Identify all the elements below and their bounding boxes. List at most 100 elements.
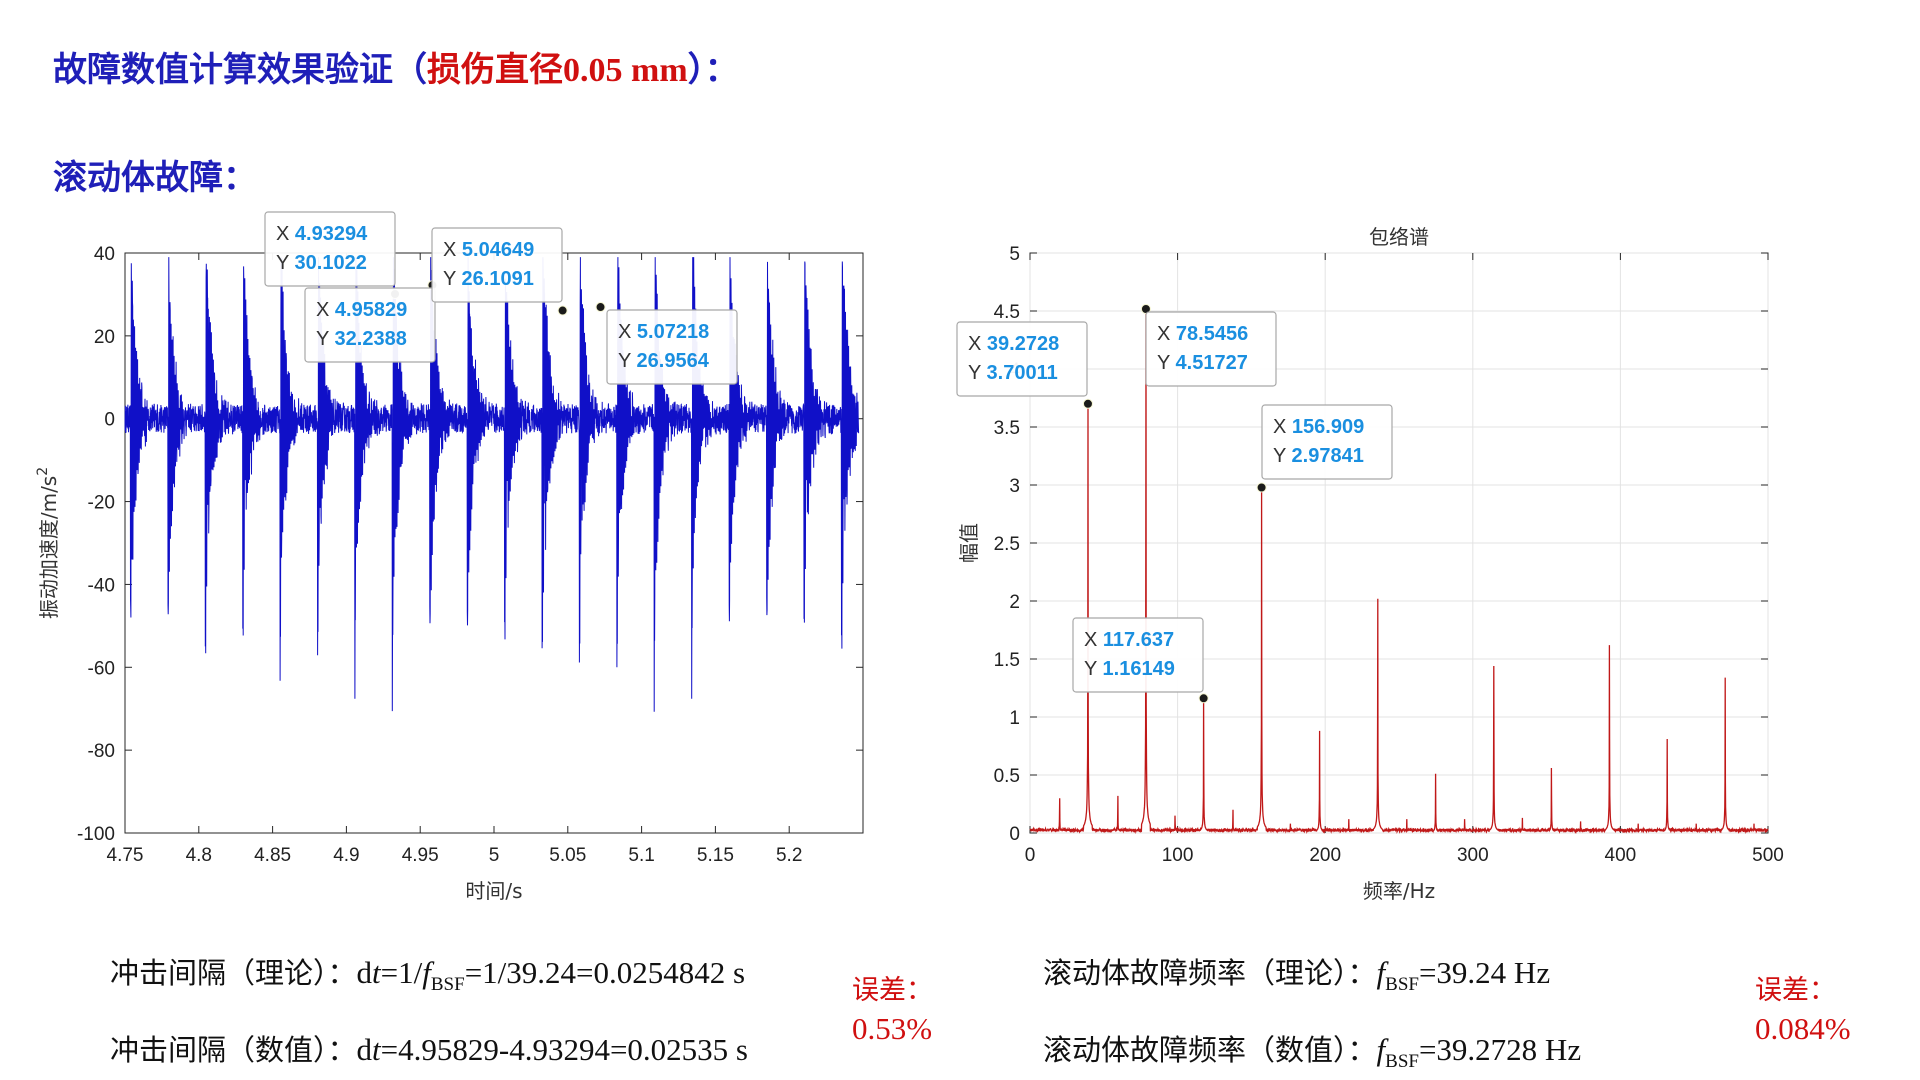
datatip-x: X 39.2728 <box>968 333 1059 355</box>
formula-expression: dt=4.95829-4.93294=0.02535 s <box>357 1032 748 1067</box>
title-suffix: ）： <box>687 50 739 90</box>
formula-label: 冲击间隔（理论）： <box>110 956 357 990</box>
datatip-x-key: X <box>276 223 295 245</box>
page-title: 故障数值计算效果验证（损伤直径0.05 mm）： <box>53 42 739 91</box>
datatip-y-value: 4.51727 <box>1176 352 1248 374</box>
datatip-box[interactable] <box>264 211 396 287</box>
y-tick-label: 3.5 <box>994 418 1020 439</box>
datatip-x: X 4.95829 <box>316 299 407 321</box>
datatip-marker[interactable] <box>1198 693 1209 704</box>
x-tick-label: 5.15 <box>697 845 734 866</box>
y-tick-label: 0.5 <box>994 766 1020 787</box>
formula-d: d <box>356 1032 373 1067</box>
datatip-x-value: 4.95829 <box>335 299 407 321</box>
datatip-box[interactable] <box>1072 617 1204 693</box>
datatip-y-value: 32.2388 <box>335 328 407 350</box>
title-highlight: 损伤直径0.05 mm <box>427 52 688 89</box>
error-label: 误差： <box>1755 975 1836 1006</box>
x-tick-label: 4.85 <box>254 845 291 866</box>
datatip-x-value: 78.5456 <box>1176 323 1248 345</box>
title-prefix: 故障数值计算效果验证（ <box>53 50 427 90</box>
datatip-x-value: 5.07218 <box>637 321 709 343</box>
datatip-y-key: Y <box>316 328 335 350</box>
datatip-x: X 5.04649 <box>443 239 534 261</box>
datatip-marker[interactable] <box>1082 398 1093 409</box>
formula-mid: =1/ <box>380 955 423 990</box>
datatip-box[interactable] <box>1145 311 1277 387</box>
datatip-marker[interactable] <box>595 302 606 313</box>
datatip-x-value: 117.637 <box>1103 629 1174 651</box>
time-y-label: 振动加速度/m/s2 <box>35 467 61 619</box>
datatip-x-key: X <box>1273 416 1292 438</box>
y-tick-label: -100 <box>77 824 115 845</box>
datatip-x-key: X <box>1084 629 1103 651</box>
formula-expression: fBSF=39.2728 Hz <box>1377 1032 1582 1072</box>
error-value: 0.084% <box>1755 1011 1851 1046</box>
datatip-marker[interactable] <box>557 305 568 316</box>
x-tick-label: 100 <box>1162 845 1194 866</box>
datatip-x-key: X <box>968 333 987 355</box>
datatip-x: X 5.07218 <box>618 321 709 343</box>
x-tick-label: 4.9 <box>333 845 359 866</box>
datatip-y-key: Y <box>1273 445 1292 467</box>
formula-impact-theory: 冲击间隔（理论）：dt=1/fBSF=1/39.24=0.0254842 s <box>110 950 745 996</box>
y-tick-label: 1 <box>1009 708 1020 729</box>
y-tick-label: 3 <box>1009 476 1020 497</box>
y-tick-label: 0 <box>104 410 115 431</box>
datatip-x: X 4.93294 <box>276 223 368 245</box>
error-value: 0.53% <box>852 1011 933 1046</box>
datatip-box[interactable] <box>304 287 436 363</box>
formula-t: t <box>372 1032 381 1067</box>
formula-freq-numeric: 滚动体故障频率（数值）：fBSF=39.2728 Hz <box>1043 1027 1581 1073</box>
x-tick-label: 5.05 <box>549 845 586 866</box>
y-tick-label: 5 <box>1009 244 1020 265</box>
error-label: 误差： <box>852 975 933 1006</box>
datatip-box[interactable] <box>606 309 738 385</box>
datatip-marker[interactable] <box>1256 482 1267 493</box>
formula-value: =1/39.24=0.0254842 s <box>464 955 746 990</box>
datatip-x-key: X <box>443 239 462 261</box>
formula-sub: BSF <box>430 974 465 995</box>
y-tick-label: -20 <box>88 493 115 514</box>
time-y-label-superscript: 2 <box>35 467 51 476</box>
datatip-y-key: Y <box>443 268 462 290</box>
time-x-label: 时间/s <box>465 879 522 903</box>
datatip-y: Y 1.16149 <box>1084 658 1175 680</box>
formula-impact-numeric: 冲击间隔（数值）：dt=4.95829-4.93294=0.02535 s <box>110 1027 748 1069</box>
datatip-y-key: Y <box>276 252 295 274</box>
datatip-y-value: 1.16149 <box>1103 658 1175 680</box>
formula-sub: BSF <box>1385 1051 1419 1072</box>
datatip-box[interactable] <box>431 227 563 303</box>
y-tick-label: 2.5 <box>994 534 1020 555</box>
formula-f: f <box>1376 955 1386 990</box>
time-plot-area <box>124 252 864 834</box>
datatip-y-value: 3.70011 <box>987 362 1058 384</box>
datatip-x-key: X <box>316 299 335 321</box>
datatip-x: X 117.637 <box>1084 629 1174 651</box>
formula-freq-theory: 滚动体故障频率（理论）：fBSF=39.24 Hz <box>1043 950 1550 996</box>
spectrum-y-label: 幅值 <box>957 523 981 563</box>
datatip-y: Y 3.70011 <box>968 362 1058 384</box>
formula-expression: dt=1/fBSF=1/39.24=0.0254842 s <box>357 955 746 995</box>
datatip-y-value: 30.1022 <box>295 252 367 274</box>
formula-t: t <box>372 955 381 990</box>
formula-value: =4.95829-4.93294=0.02535 s <box>380 1032 748 1067</box>
x-tick-label: 4.8 <box>186 845 212 866</box>
datatip-x-value: 156.909 <box>1292 416 1364 438</box>
y-tick-label: -40 <box>88 575 115 596</box>
datatip-x: X 156.909 <box>1273 416 1364 438</box>
y-tick-label: 0 <box>1009 824 1020 845</box>
y-tick-label: 2 <box>1009 592 1020 613</box>
y-tick-label: 20 <box>94 327 115 348</box>
datatip-box[interactable] <box>1261 404 1393 480</box>
datatip-box[interactable] <box>956 321 1088 397</box>
formula-value: =39.24 Hz <box>1418 955 1551 990</box>
x-tick-label: 4.95 <box>402 845 439 866</box>
x-tick-label: 5.1 <box>628 845 654 866</box>
datatip-y-key: Y <box>968 362 987 384</box>
y-tick-label: -60 <box>88 658 115 679</box>
formula-label: 冲击间隔（数值）： <box>110 1033 357 1067</box>
datatip-y: Y 32.2388 <box>316 328 407 350</box>
error-right: 误差： 0.084% <box>1755 968 1851 1047</box>
